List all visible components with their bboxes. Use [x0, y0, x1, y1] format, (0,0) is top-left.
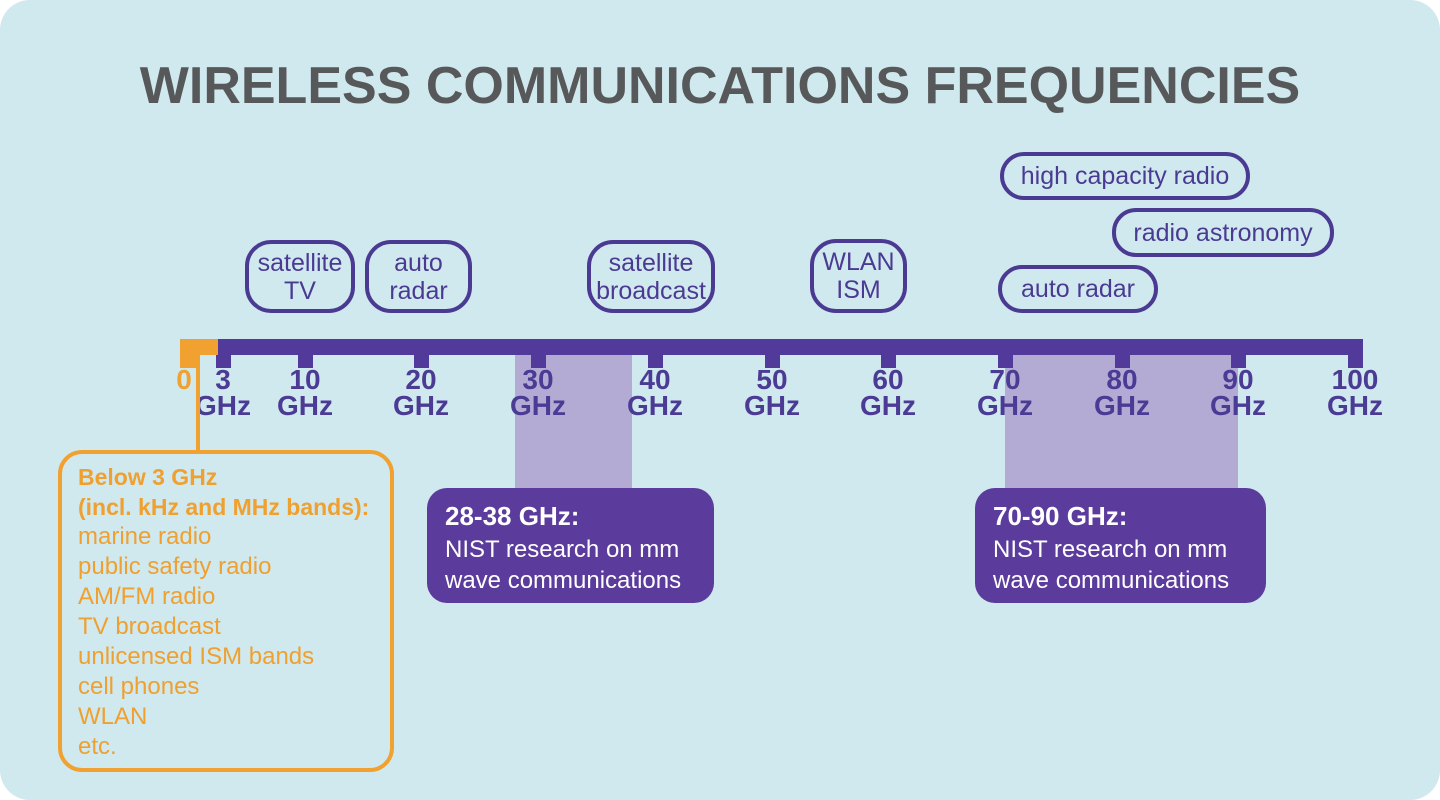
tick-unit: GHz — [977, 390, 1033, 421]
axis-tick-50ghz — [765, 355, 780, 368]
bubble-label: auto radar — [1021, 275, 1135, 303]
callout-heading: 70-90 GHz: — [993, 501, 1128, 531]
tick-unit: GHz — [627, 390, 683, 421]
highlight-band-70-90ghz — [1005, 355, 1238, 488]
bubble-label: auto radar — [389, 248, 448, 305]
axis-tick-60ghz — [881, 355, 896, 368]
callout-body: NIST research on mm wave communications — [445, 536, 682, 594]
axis-tick-label-0ghz: 0 — [134, 364, 234, 395]
below-3ghz-item: etc. — [78, 733, 117, 760]
axis-tick-label-20ghz: 20 GHz — [371, 364, 471, 421]
axis-tick-label-80ghz: 80 GHz — [1072, 364, 1172, 421]
tick-value: 10 — [289, 364, 321, 395]
axis-tick-label-100ghz: 100 GHz — [1305, 364, 1405, 421]
axis-bar-orange-segment — [180, 339, 218, 355]
bubble-high-capacity-radio: high capacity radio — [1000, 152, 1250, 200]
below-3ghz-heading-line2: (incl. kHz and MHz bands): — [78, 494, 370, 520]
axis-tick-label-90ghz: 90 GHz — [1188, 364, 1288, 421]
tick-unit: GHz — [393, 390, 449, 421]
tick-unit: GHz — [510, 390, 566, 421]
axis-tick-100ghz — [1348, 355, 1363, 368]
below-3ghz-box: Below 3 GHz (incl. kHz and MHz bands): m… — [58, 450, 394, 772]
tick-value: 30 — [522, 364, 554, 395]
bubble-radio-astronomy: radio astronomy — [1112, 208, 1334, 257]
below-3ghz-item: AM/FM radio — [78, 583, 216, 610]
callout-body: NIST research on mm wave communications — [993, 536, 1230, 594]
below-3ghz-item: public safety radio — [78, 553, 272, 580]
bubble-label: radio astronomy — [1133, 218, 1313, 247]
tick-value: 60 — [872, 364, 904, 395]
axis-tick-label-70ghz: 70 GHz — [955, 364, 1055, 421]
page-title: WIRELESS COMMUNICATIONS FREQUENCIES — [139, 57, 1301, 115]
axis-tick-0ghz — [180, 355, 196, 368]
below-3ghz-item-list: marine radio public safety radio AM/FM rad… — [78, 522, 374, 762]
tick-value: 80 — [1106, 364, 1138, 395]
tick-value: 90 — [1222, 364, 1254, 395]
bubble-label: satellite broadcast — [596, 248, 706, 305]
bubble-label: WLAN ISM — [822, 248, 895, 304]
callout-heading: 28-38 GHz: — [445, 501, 580, 531]
axis-tick-70ghz — [998, 355, 1013, 368]
below-3ghz-heading-line1: Below 3 GHz — [78, 464, 218, 490]
bubble-label: satellite TV — [257, 248, 343, 305]
tick-value: 100 — [1331, 364, 1379, 395]
below-3ghz-connector-line — [196, 355, 200, 452]
axis-tick-3ghz — [216, 355, 231, 368]
axis-tick-10ghz — [298, 355, 313, 368]
tick-value: 3 — [215, 364, 231, 395]
tick-unit: GHz — [1327, 390, 1383, 421]
bubble-satellite-tv: satellite TV — [245, 240, 355, 313]
tick-value: 20 — [405, 364, 437, 395]
axis-tick-label-3ghz: 3 GHz — [173, 364, 273, 421]
nist-callout-28-38ghz: 28-38 GHz: NIST research on mm wave commu… — [427, 488, 714, 603]
bubble-auto-radar-left: auto radar — [365, 240, 472, 313]
tick-value: 50 — [756, 364, 788, 395]
below-3ghz-item: cell phones — [78, 673, 200, 700]
axis-tick-80ghz — [1115, 355, 1130, 368]
below-3ghz-item: unlicensed ISM bands — [78, 643, 315, 670]
bubble-wlan-ism: WLAN ISM — [810, 239, 907, 313]
tick-unit: GHz — [1210, 390, 1266, 421]
bubble-label: high capacity radio — [1020, 162, 1230, 190]
tick-unit: GHz — [744, 390, 800, 421]
axis-tick-label-40ghz: 40 GHz — [605, 364, 705, 421]
axis-tick-label-30ghz: 30 GHz — [488, 364, 588, 421]
axis-bar-purple-segment — [218, 339, 1363, 355]
below-3ghz-item: WLAN — [78, 703, 148, 730]
below-3ghz-item: marine radio — [78, 523, 212, 550]
below-3ghz-item: TV broadcast — [78, 613, 221, 640]
tick-value: 0 — [176, 364, 192, 395]
axis-tick-30ghz — [531, 355, 546, 368]
nist-callout-70-90ghz: 70-90 GHz: NIST research on mm wave commu… — [975, 488, 1266, 603]
tick-value: 70 — [989, 364, 1021, 395]
tick-unit: GHz — [860, 390, 916, 421]
highlight-band-28-38ghz — [515, 355, 632, 488]
tick-unit: GHz — [277, 390, 333, 421]
axis-tick-label-60ghz: 60 GHz — [838, 364, 938, 421]
axis-tick-label-10ghz: 10 GHz — [255, 364, 355, 421]
axis-tick-90ghz — [1231, 355, 1246, 368]
tick-unit: GHz — [1094, 390, 1150, 421]
axis-tick-label-50ghz: 50 GHz — [722, 364, 822, 421]
axis-tick-40ghz — [648, 355, 663, 368]
bubble-satellite-broadcast: satellite broadcast — [587, 240, 715, 313]
bubble-auto-radar-right: auto radar — [998, 265, 1158, 313]
tick-unit: GHz — [195, 390, 251, 421]
axis-tick-20ghz — [414, 355, 429, 368]
tick-value: 40 — [639, 364, 671, 395]
